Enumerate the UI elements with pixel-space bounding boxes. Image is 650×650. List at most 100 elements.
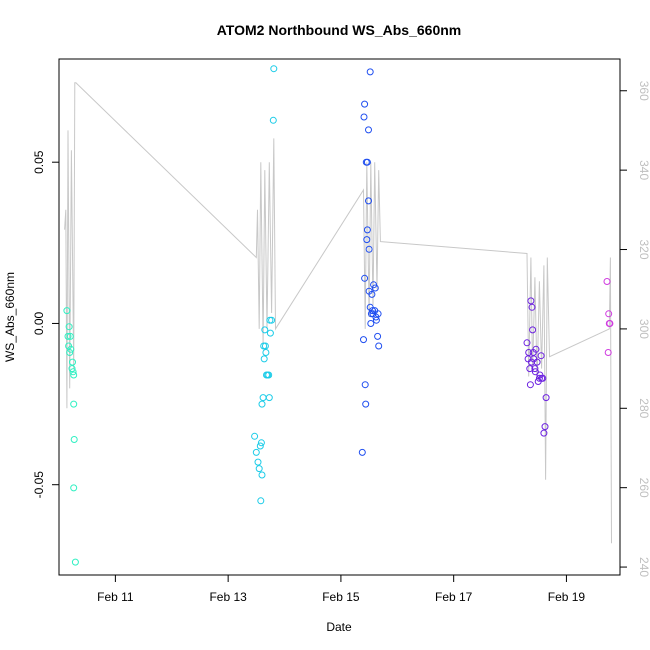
data-point xyxy=(258,471,266,479)
data-point xyxy=(63,307,71,315)
data-point xyxy=(64,332,72,340)
x-tick-label: Feb 11 xyxy=(97,590,134,604)
x-tick-label: Feb 17 xyxy=(435,590,473,604)
chart-title: ATOM2 Northbound WS_Abs_660nm xyxy=(217,22,462,38)
y2-tick-label: 300 xyxy=(637,319,650,339)
data-point xyxy=(266,329,274,337)
data-point xyxy=(358,448,366,456)
data-point xyxy=(260,355,268,363)
data-point xyxy=(374,310,382,318)
data-point xyxy=(70,436,78,443)
data-point xyxy=(362,400,370,408)
data-point xyxy=(66,332,74,340)
data-point xyxy=(259,394,267,402)
data-point xyxy=(257,439,265,447)
data-point xyxy=(262,349,270,356)
data-point xyxy=(270,65,278,73)
data-point xyxy=(528,303,536,311)
x-tick-label: Feb 13 xyxy=(209,590,247,604)
data-point xyxy=(533,358,541,366)
line-layer xyxy=(64,82,612,544)
data-point xyxy=(539,374,547,382)
data-point xyxy=(527,297,535,305)
points-layer xyxy=(63,65,614,566)
x-tick-label: Feb 19 xyxy=(548,590,586,604)
data-point xyxy=(269,116,277,124)
data-point xyxy=(363,158,371,166)
data-point xyxy=(363,226,371,234)
data-point xyxy=(65,323,73,331)
data-point xyxy=(367,320,375,327)
data-point xyxy=(258,400,266,408)
data-point xyxy=(535,374,543,382)
data-point xyxy=(66,349,74,356)
data-point xyxy=(251,432,259,440)
data-point xyxy=(257,497,265,505)
y2-axis: 240 260 280 300 320 340 360 xyxy=(620,81,650,577)
y-axis-label: WS_Abs_660nm xyxy=(3,272,17,362)
y2-tick-label: 340 xyxy=(637,160,650,180)
data-point xyxy=(604,349,612,356)
data-point xyxy=(261,326,269,334)
data-point xyxy=(523,339,531,347)
data-point xyxy=(366,68,374,76)
data-point xyxy=(365,197,372,205)
data-point xyxy=(365,126,372,134)
data-point xyxy=(265,371,273,379)
data-point xyxy=(361,274,369,282)
x-axis: Feb 11 Feb 13 Feb 15 Feb 17 Feb 19 xyxy=(97,574,586,604)
data-point xyxy=(529,326,537,334)
y2-tick-label: 360 xyxy=(637,81,650,101)
data-point xyxy=(265,394,273,402)
data-point xyxy=(603,278,611,285)
data-point xyxy=(361,381,369,389)
data-point xyxy=(68,365,76,373)
y-tick-label: -0.05 xyxy=(32,471,46,499)
data-point xyxy=(256,442,264,450)
data-point xyxy=(525,349,533,356)
y-axis: -0.05 0.00 0.05 xyxy=(32,150,60,499)
data-point xyxy=(375,342,383,350)
data-point xyxy=(252,448,260,456)
data-point xyxy=(255,465,263,473)
data-point xyxy=(67,345,75,353)
data-point xyxy=(71,558,79,566)
data-point xyxy=(531,368,539,376)
data-point xyxy=(70,400,78,408)
data-point xyxy=(374,332,382,340)
data-point xyxy=(606,320,614,327)
data-point xyxy=(542,394,550,402)
data-point xyxy=(605,310,613,318)
secondary-series-line xyxy=(64,82,612,544)
data-point xyxy=(69,368,77,376)
y-tick-label: 0.00 xyxy=(32,311,46,335)
y2-tick-label: 280 xyxy=(637,398,650,418)
data-point xyxy=(70,371,78,379)
data-point xyxy=(361,100,369,108)
data-point xyxy=(69,358,76,366)
data-point xyxy=(526,365,534,373)
data-point xyxy=(537,352,545,360)
data-point xyxy=(70,484,78,492)
y2-tick-label: 260 xyxy=(637,478,650,498)
data-point xyxy=(254,458,262,466)
data-point xyxy=(368,290,376,298)
data-point xyxy=(363,236,371,244)
data-point xyxy=(372,316,380,324)
data-point xyxy=(531,365,539,373)
data-point xyxy=(532,345,540,353)
data-point xyxy=(526,381,534,389)
data-point xyxy=(540,429,548,437)
data-point xyxy=(261,342,269,350)
data-point xyxy=(268,316,276,324)
data-point xyxy=(369,307,376,315)
y-tick-label: 0.05 xyxy=(32,150,46,174)
data-point xyxy=(541,423,549,431)
y2-tick-label: 240 xyxy=(637,557,650,577)
data-point xyxy=(365,245,373,253)
data-point xyxy=(360,113,368,121)
data-point xyxy=(371,284,379,292)
y2-tick-label: 320 xyxy=(637,240,650,260)
x-axis-label: Date xyxy=(326,620,352,634)
